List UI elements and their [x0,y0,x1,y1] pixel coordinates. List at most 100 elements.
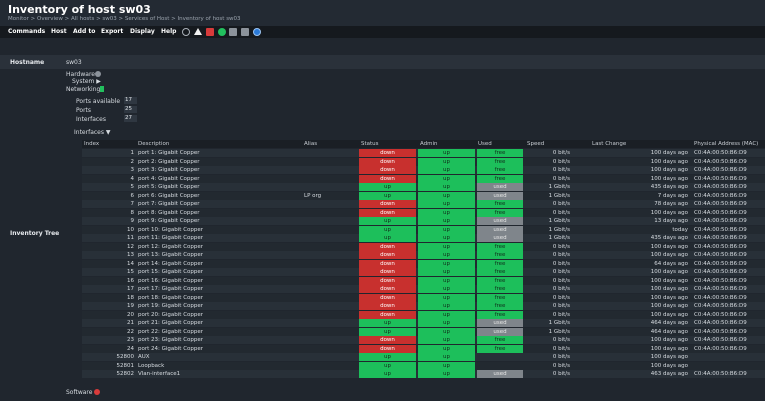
column-used[interactable]: Used [478,141,492,147]
cell-desc: port 20: Gigabit Copper [138,311,204,318]
cell-last: 100 days ago [650,345,688,352]
cell-desc: port 6: Gigabit Copper [138,192,200,199]
used-badge: free [477,208,523,217]
cell-last: 100 days ago [650,277,688,284]
tree-software[interactable]: Software [66,389,93,396]
cell-alias [304,302,354,310]
admin-badge: up [418,268,475,276]
column-speed[interactable]: Speed [527,141,545,147]
used-badge: used [477,191,523,200]
cell-mac: C0:4A:00:50:B6:D9 [694,201,747,207]
alert-icon[interactable] [206,28,214,36]
admin-badge: up [418,183,475,191]
column-last-change[interactable]: Last Change [592,141,627,147]
status-badge: down [359,157,416,166]
cell-last: 7 days ago [657,192,688,199]
cell-alias [304,311,354,319]
cell-alias [304,277,354,285]
cell-last: 100 days ago [650,311,688,318]
minus-circle-icon[interactable] [182,28,190,36]
cell-mac: C0:4A:00:50:B6:D9 [694,345,747,352]
column-mac[interactable]: Physical Address (MAC) [694,141,759,147]
menu-help[interactable]: Help [161,28,177,35]
list-icon[interactable] [229,28,237,36]
used-badge: free [477,242,523,251]
column-index[interactable]: Index [84,141,100,147]
help-icon[interactable] [218,28,226,36]
table-row: 2 port 2: Gigabit Copper 0 bit/s 100 days a… [82,157,765,166]
table-row: 6 port 6: Gigabit Copper LP org 1 Gbit/s 7 d… [82,191,765,200]
column-alias[interactable]: Alias [304,141,318,147]
table-row: 17 port 17: Gigabit Copper 0 bit/s 100 days… [82,285,765,293]
menu-add-to[interactable]: Add to [73,28,96,35]
cell-speed: 0 bit/s [552,201,570,207]
admin-badge: up [418,191,475,200]
column-admin[interactable]: Admin [420,141,438,147]
cell-desc: port 23: Gigabit Copper [138,337,204,343]
tree-hardware[interactable]: Hardware [66,71,95,78]
admin-badge: up [418,242,475,251]
cell-index: 24 [127,345,134,352]
cell-desc: port 14: Gigabit Copper [138,260,204,267]
cell-mac: C0:4A:00:50:B6:D9 [694,243,747,250]
cell-desc: port 22: Gigabit Copper [138,328,204,335]
cell-speed: 0 bit/s [552,175,570,182]
used-badge: free [477,310,523,319]
settings-icon[interactable] [241,28,249,36]
menu-export[interactable]: Export [101,28,124,35]
hostname-row [0,55,765,69]
cell-desc: port 5: Gigabit Copper [138,184,200,190]
admin-badge: up [418,293,475,302]
admin-badge: up [418,327,475,336]
cell-alias [304,251,354,259]
menu-host[interactable]: Host [51,28,67,35]
used-badge: free [477,285,523,293]
cell-index: 22 [127,328,134,335]
ports-available-label: Ports available [76,98,121,105]
used-badge: free [477,251,523,259]
cell-last: 100 days ago [650,269,688,275]
admin-badge: up [418,225,475,234]
column-description[interactable]: Description [138,141,170,147]
status-badge: down [359,336,416,344]
status-badge: down [359,293,416,302]
used-badge: used [477,183,523,191]
cell-last: 100 days ago [650,175,688,182]
tree-system[interactable]: System ▶ [72,78,101,85]
admin-badge: up [418,251,475,259]
cell-index: 6 [130,192,135,199]
tree-networking[interactable]: Networking [66,86,101,93]
cell-speed: 1 Gbit/s [548,226,570,233]
ports-value: 25 [124,106,137,113]
cell-index: 18 [127,294,134,301]
status-badge: down [359,310,416,319]
status-badge: down [359,200,416,208]
used-badge: free [477,293,523,302]
column-status[interactable]: Status [361,141,379,147]
cell-alias [304,183,354,191]
cell-last: 100 days ago [650,362,688,369]
table-row: 3 port 3: Gigabit Copper 0 bit/s 100 days a… [82,166,765,174]
table-row: 19 port 19: Gigabit Copper 0 bit/s 100 days… [82,302,765,310]
breadcrumb[interactable]: Monitor > Overview > All hosts > sw03 > … [8,16,241,22]
warning-icon[interactable] [194,28,202,35]
cell-speed: 0 bit/s [552,311,570,318]
cell-speed: 0 bit/s [552,303,570,309]
cell-mac [694,362,764,370]
interfaces-toggle[interactable]: Interfaces ▼ [74,129,111,136]
cell-last: 78 days ago [654,201,688,207]
menu-commands[interactable]: Commands [8,28,46,35]
cell-speed: 1 Gbit/s [548,328,570,335]
admin-badge: up [418,234,475,242]
cell-desc: port 12: Gigabit Copper [138,243,204,250]
menu-display[interactable]: Display [130,28,155,35]
admin-badge: up [418,166,475,174]
cell-mac: C0:4A:00:50:B6:D9 [694,235,747,241]
cell-desc: port 19: Gigabit Copper [138,303,204,309]
info-icon[interactable] [253,28,261,36]
cell-alias [304,209,354,217]
cell-index: 52800 [116,354,135,360]
cell-last: 435 days ago [650,235,688,241]
used-badge: free [477,302,523,310]
cell-mac: C0:4A:00:50:B6:D9 [694,209,747,216]
